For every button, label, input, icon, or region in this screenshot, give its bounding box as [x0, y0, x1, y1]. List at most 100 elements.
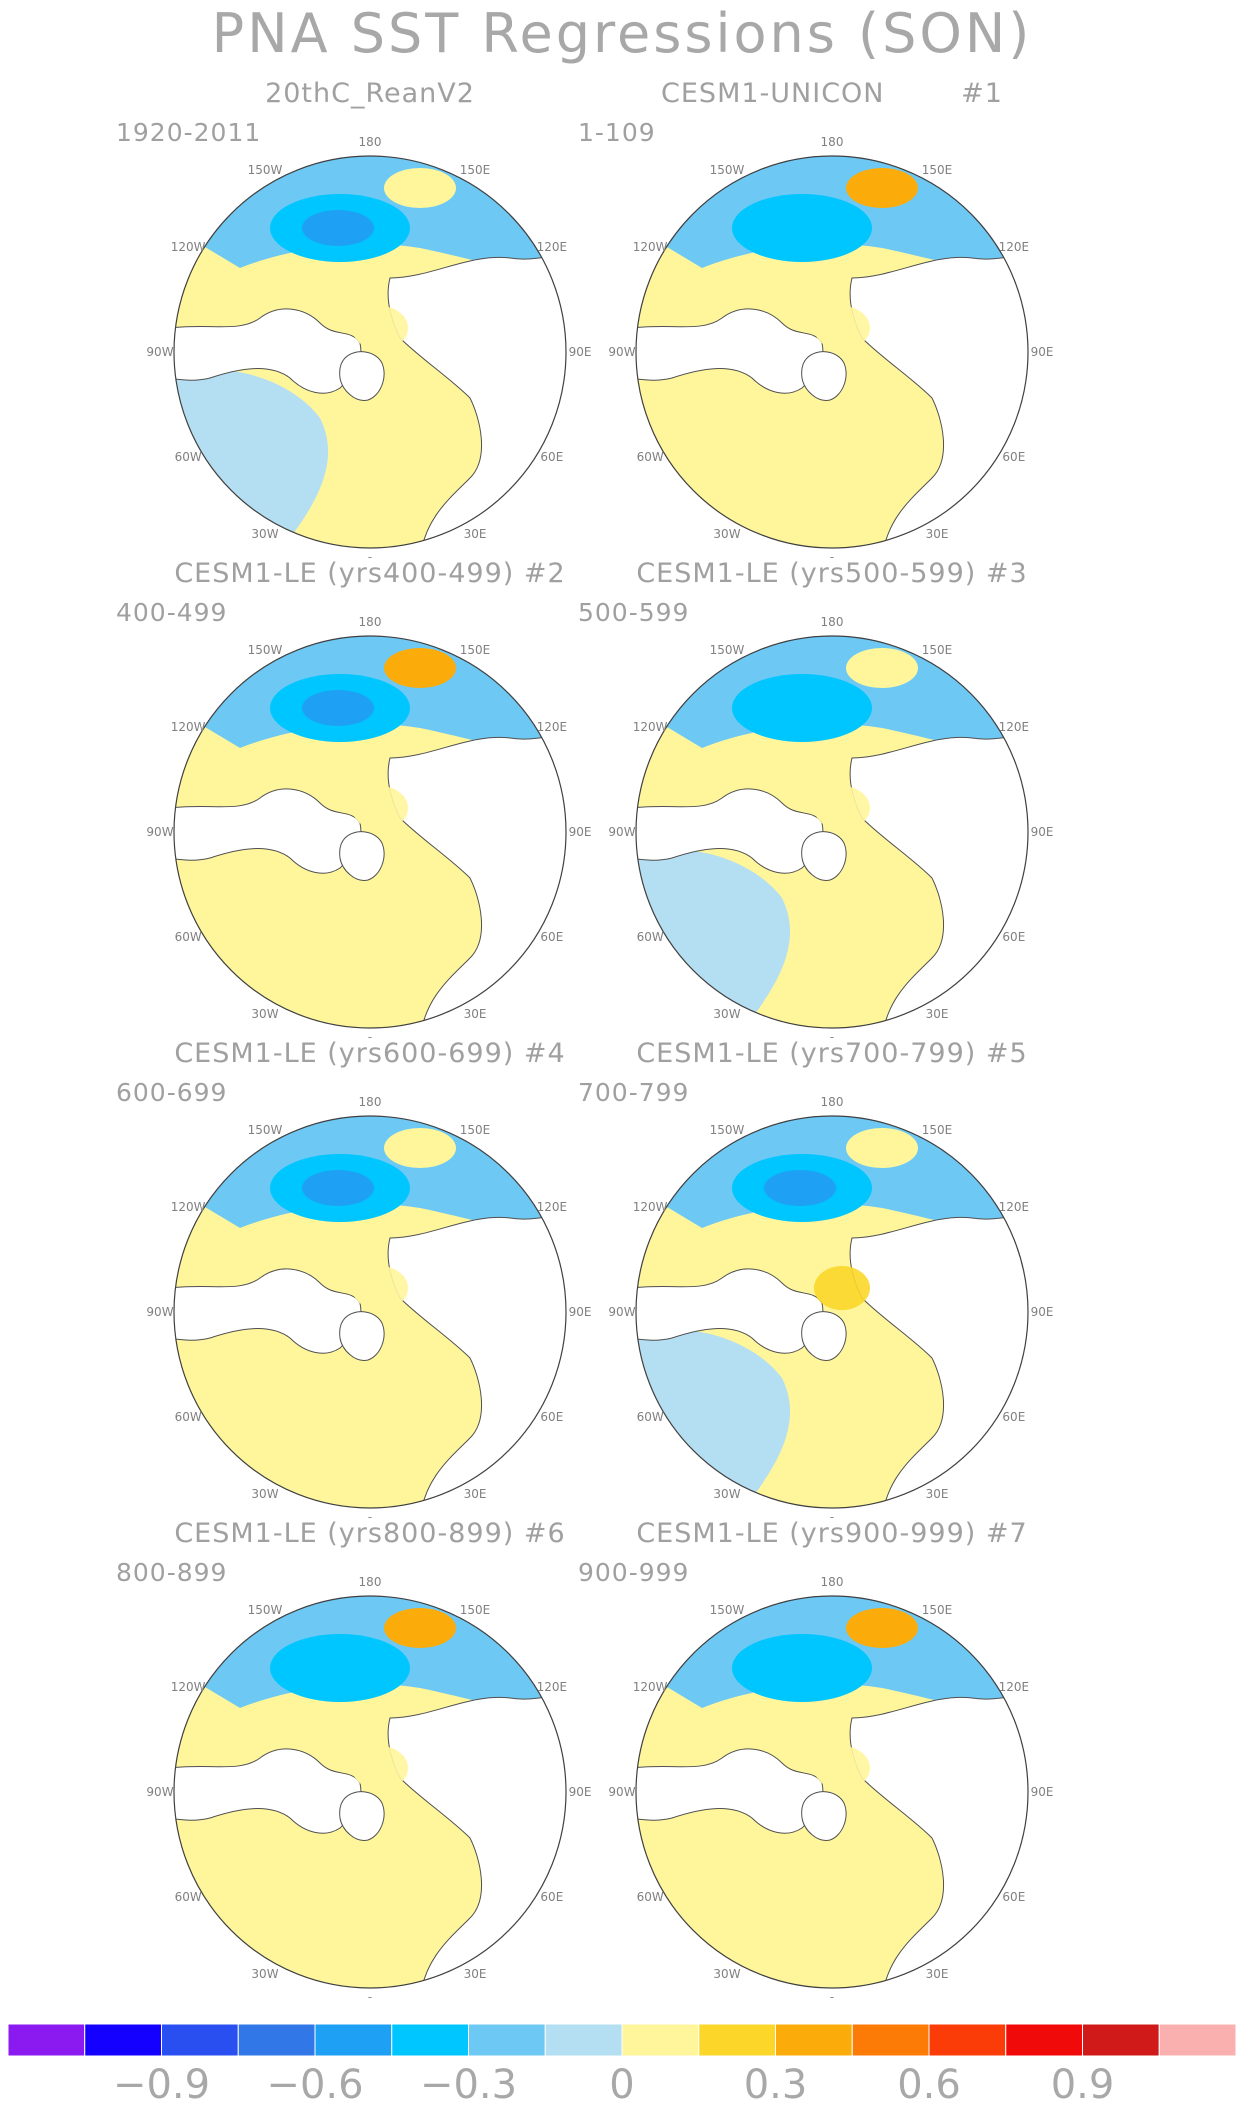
greenland-land	[339, 831, 385, 881]
longitude-label: 180	[359, 135, 382, 149]
arctic-anomaly	[814, 1266, 870, 1310]
longitude-label: 120E	[999, 1200, 1030, 1214]
polar-map: 180 150E 120E 90E 60E 30E 0 30W 60W 90W 120W 150W	[608, 1095, 1054, 1518]
longitude-label: 180	[359, 615, 382, 629]
colorbar-swatch	[851, 2024, 930, 2057]
longitude-label: 30E	[464, 527, 487, 541]
longitude-label: 90W	[146, 1785, 173, 1799]
pacific-positive-patch	[384, 1608, 456, 1648]
polar-map: 180 150E 120E 90E 60E 30E 0 30W 60W 90W 120W 150W	[608, 1575, 1053, 1998]
panel-years: 400-499	[116, 598, 228, 627]
longitude-label: 60E	[540, 450, 563, 464]
longitude-label: 30E	[926, 1007, 949, 1021]
longitude-label: 120W	[633, 720, 668, 734]
greenland-land	[339, 1311, 385, 1361]
longitude-label: 150W	[248, 643, 283, 657]
longitude-label: 60E	[540, 930, 563, 944]
longitude-label: 0	[828, 1035, 836, 1038]
longitude-label: 120W	[633, 1680, 668, 1694]
colorbar-tick-label: 0.9	[1051, 2062, 1115, 2104]
colorbar-swatch	[84, 2024, 162, 2057]
map-panel: 180 150E 120E 90E 60E 30E 0 30W 60W 90W 120W 150W CE…	[90, 1038, 650, 1518]
longitude-label: 150W	[710, 1123, 745, 1137]
longitude-label: 120W	[633, 240, 668, 254]
greenland-land	[801, 1791, 847, 1841]
pacific-anomaly-core	[302, 210, 374, 246]
panel-title: 20thC_ReanV2	[265, 78, 475, 109]
longitude-label: 90W	[608, 825, 635, 839]
map-boundary	[173, 155, 567, 549]
longitude-label: 90E	[1031, 1305, 1054, 1319]
longitude-label: 30E	[926, 527, 949, 541]
colorbar-tick-label: 0	[609, 2062, 634, 2104]
colorbar-swatch	[468, 2024, 546, 2057]
longitude-label: 90E	[569, 1785, 592, 1799]
longitude-label: 150W	[248, 163, 283, 177]
longitude-label: 0	[366, 1995, 374, 1998]
longitude-label: 60E	[540, 1410, 563, 1424]
longitude-label: 90E	[1031, 345, 1054, 359]
longitude-label: 150E	[460, 643, 491, 657]
pacific-positive-patch	[846, 168, 918, 208]
greenland-land	[801, 1311, 847, 1361]
longitude-label: 120E	[537, 240, 568, 254]
longitude-label: 30W	[251, 1007, 278, 1021]
panel-title: CESM1-LE (yrs800-899) #6	[174, 1518, 566, 1549]
longitude-label: 90W	[608, 345, 635, 359]
pacific-positive-patch	[384, 1128, 456, 1168]
longitude-label: 120W	[171, 1200, 206, 1214]
longitude-label: 150E	[922, 163, 953, 177]
map-panel: 180 150E 120E 90E 60E 30E 0 30W 60W 90W 120W 150W CE…	[552, 78, 1112, 558]
longitude-label: 150W	[248, 1123, 283, 1137]
polar-map: 180 150E 120E 90E 60E 30E 0 30W 60W 90W 120W 150W	[146, 1095, 591, 1518]
longitude-label: 150W	[710, 163, 745, 177]
longitude-label: 120W	[171, 240, 206, 254]
longitude-label: 90W	[146, 1305, 173, 1319]
panel-years: 600-699	[116, 1078, 228, 1107]
arctic-anomaly	[814, 1746, 870, 1790]
longitude-label: 30E	[464, 1007, 487, 1021]
longitude-label: 90W	[608, 1785, 635, 1799]
longitude-label: 150E	[922, 643, 953, 657]
longitude-label: 30E	[464, 1967, 487, 1981]
longitude-label: 60W	[175, 1410, 202, 1424]
colorbar-swatch	[775, 2024, 853, 2057]
pacific-anomaly-core	[302, 1170, 374, 1206]
longitude-label: 0	[366, 1515, 374, 1518]
map-panel: 180 150E 120E 90E 60E 30E 0 30W 60W 90W 120W 150W CE…	[552, 1038, 1112, 1518]
arctic-anomaly	[352, 306, 408, 350]
map-panel: 180 150E 120E 90E 60E 30E 0 30W 60W 90W 120W 150W CE…	[90, 1518, 650, 1998]
longitude-label: 30E	[464, 1487, 487, 1501]
panel-title: CESM1-UNICON #1	[661, 78, 1003, 109]
pacific-positive-patch	[846, 1128, 918, 1168]
colorbar-tick-label: −0.6	[266, 2062, 363, 2104]
arctic-anomaly	[352, 1746, 408, 1790]
longitude-label: 30W	[713, 1007, 740, 1021]
longitude-label: 0	[828, 555, 836, 558]
greenland-land	[339, 1791, 385, 1841]
longitude-label: 150E	[460, 163, 491, 177]
pacific-anomaly-core	[764, 210, 836, 246]
pacific-positive-patch	[384, 168, 456, 208]
longitude-label: 30W	[251, 1967, 278, 1981]
colorbar-swatch	[1158, 2024, 1236, 2057]
colorbar-swatch	[314, 2024, 393, 2057]
panel-title: CESM1-LE (yrs900-999) #7	[636, 1518, 1028, 1549]
longitude-label: 30W	[713, 527, 740, 541]
pacific-anomaly-core	[302, 690, 374, 726]
longitude-label: 30W	[713, 1487, 740, 1501]
longitude-label: 60E	[1002, 930, 1025, 944]
longitude-label: 150E	[460, 1603, 491, 1617]
longitude-label: 180	[821, 135, 844, 149]
longitude-label: 150W	[710, 643, 745, 657]
map-boundary	[173, 635, 567, 1029]
map-panel: 180 150E 120E 90E 60E 30E 0 30W 60W 90W 120W 150W CE…	[552, 1518, 1112, 1998]
colorbar-swatch	[8, 2024, 86, 2057]
longitude-label: 60W	[175, 1890, 202, 1904]
colorbar-swatch	[391, 2024, 469, 2057]
greenland-land	[801, 351, 847, 401]
longitude-label: 0	[828, 1995, 836, 1998]
longitude-label: 30E	[926, 1487, 949, 1501]
pacific-anomaly-core	[302, 1650, 374, 1686]
arctic-anomaly	[352, 786, 408, 830]
